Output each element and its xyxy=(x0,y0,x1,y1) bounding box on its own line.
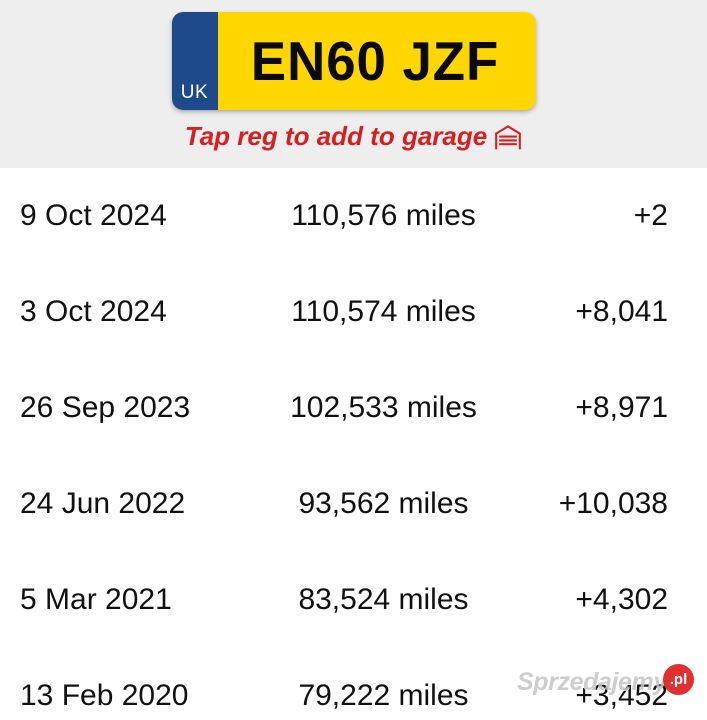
row-date: 3 Oct 2024 xyxy=(20,295,167,328)
registration-plate[interactable]: UK EN60 JZF xyxy=(171,12,536,110)
row-mileage: 102,533 miles xyxy=(290,391,477,424)
row-change: +2 xyxy=(633,199,668,232)
row-mileage: 93,562 miles xyxy=(298,487,469,520)
table-row: 13 Feb 2020 79,222 miles +3,452 xyxy=(0,648,707,720)
row-date: 5 Mar 2021 xyxy=(20,583,172,616)
table-row: 24 Jun 2022 93,562 miles +10,038 xyxy=(0,456,707,552)
row-change: +8,971 xyxy=(575,391,668,424)
row-mileage: 83,524 miles xyxy=(298,583,469,616)
table-row: 26 Sep 2023 102,533 miles +8,971 xyxy=(0,360,707,456)
mileage-history-table: 9 Oct 2024 110,576 miles +2 3 Oct 2024 1… xyxy=(0,168,707,720)
row-change: +8,041 xyxy=(575,295,668,328)
plate-registration-number: EN60 JZF xyxy=(250,29,499,92)
add-to-garage-hint-label: Tap reg to add to garage xyxy=(184,121,488,151)
add-to-garage-hint[interactable]: Tap reg to add to garage xyxy=(185,122,522,150)
row-mileage: 79,222 miles xyxy=(298,679,469,712)
table-row: 5 Mar 2021 83,524 miles +4,302 xyxy=(0,552,707,648)
row-change: +4,302 xyxy=(575,583,668,616)
row-change: +10,038 xyxy=(558,487,668,520)
row-date: 26 Sep 2023 xyxy=(20,391,191,424)
row-mileage: 110,574 miles xyxy=(291,295,476,328)
row-mileage: 110,576 miles xyxy=(291,199,476,232)
plate-uk-band: UK xyxy=(171,12,218,110)
row-date: 24 Jun 2022 xyxy=(20,487,186,520)
table-row: 9 Oct 2024 110,576 miles +2 xyxy=(0,168,707,264)
plate-header: UK EN60 JZF Tap reg to add to garage xyxy=(0,0,707,168)
garage-icon xyxy=(494,123,522,151)
row-change: +3,452 xyxy=(575,679,668,712)
row-date: 13 Feb 2020 xyxy=(20,679,189,712)
row-date: 9 Oct 2024 xyxy=(20,199,167,232)
table-row: 3 Oct 2024 110,574 miles +8,041 xyxy=(0,264,707,360)
plate-country-code: UK xyxy=(180,82,209,103)
